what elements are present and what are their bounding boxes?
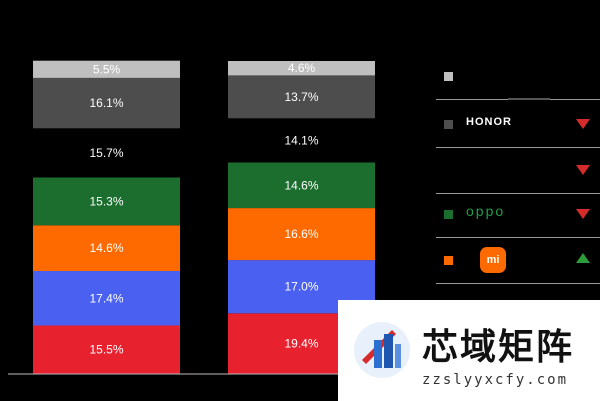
bars-group: 15.5% 17.4% 14.6% 15.3% 15.7% 16.1% 5.5% 19.4% 1…	[33, 60, 375, 374]
bar-segment	[33, 128, 180, 178]
legend-brand: oppo	[466, 203, 506, 219]
bar-segment	[228, 118, 375, 163]
bar-segment	[33, 225, 180, 271]
legend-swatch	[444, 72, 453, 81]
legend-underline	[508, 98, 550, 100]
bar-segment-label: 15.7%	[89, 146, 123, 160]
trend-down-icon	[576, 119, 590, 129]
watermark-card: 芯域矩阵 zzslyyxcfy.com	[338, 300, 600, 401]
legend-swatch	[444, 256, 453, 265]
legend-row	[436, 54, 600, 100]
legend-row	[436, 148, 600, 194]
bar-segment-label: 4.6%	[288, 61, 316, 75]
bar-segment	[228, 208, 375, 261]
bar-segment-label: 14.1%	[284, 133, 318, 147]
trend-up-icon	[576, 253, 590, 263]
trend-down-icon	[576, 165, 590, 175]
legend-brand: mi	[480, 247, 506, 273]
bar-segment-label: 16.1%	[89, 96, 123, 110]
legend-divider	[436, 237, 600, 238]
bar-segment	[228, 75, 375, 119]
bar-segment-label: 17.0%	[284, 280, 318, 294]
legend-row: mi	[436, 238, 600, 284]
bar-segment-label: 5.5%	[93, 62, 121, 76]
legend-swatch	[444, 210, 453, 219]
watermark-title: 芯域矩阵	[422, 327, 575, 368]
bar-segment	[228, 162, 375, 209]
legend-brand: HONOR	[466, 116, 512, 128]
bar-segment	[33, 77, 180, 129]
bar-segment	[33, 325, 180, 374]
bar-segment-label: 17.4%	[89, 291, 123, 305]
legend-divider	[436, 283, 600, 284]
bar-segment	[33, 60, 180, 78]
bar-segment	[33, 177, 180, 226]
legend-divider	[436, 147, 600, 148]
bar-segment-label: 19.4%	[284, 337, 318, 351]
bar-segment-label: 14.6%	[284, 178, 318, 192]
bar-segment-label: 16.6%	[284, 227, 318, 241]
legend-swatch	[444, 120, 453, 129]
bar-segment-label: 15.3%	[89, 194, 123, 208]
bar-segment-label: 13.7%	[284, 90, 318, 104]
legend-swatch	[444, 166, 455, 177]
bar-segment	[228, 61, 375, 76]
building-logo-icon	[354, 322, 410, 378]
bar-segment-label: 14.6%	[89, 241, 123, 255]
bar-segment-label: 15.5%	[89, 343, 123, 357]
watermark-url: zzslyyxcfy.com	[422, 372, 569, 388]
legend-divider	[436, 193, 600, 194]
trend-down-icon	[576, 209, 590, 219]
bar-segment	[33, 271, 180, 326]
legend-row: HONOR	[436, 102, 600, 148]
legend-row: oppo	[436, 192, 600, 238]
